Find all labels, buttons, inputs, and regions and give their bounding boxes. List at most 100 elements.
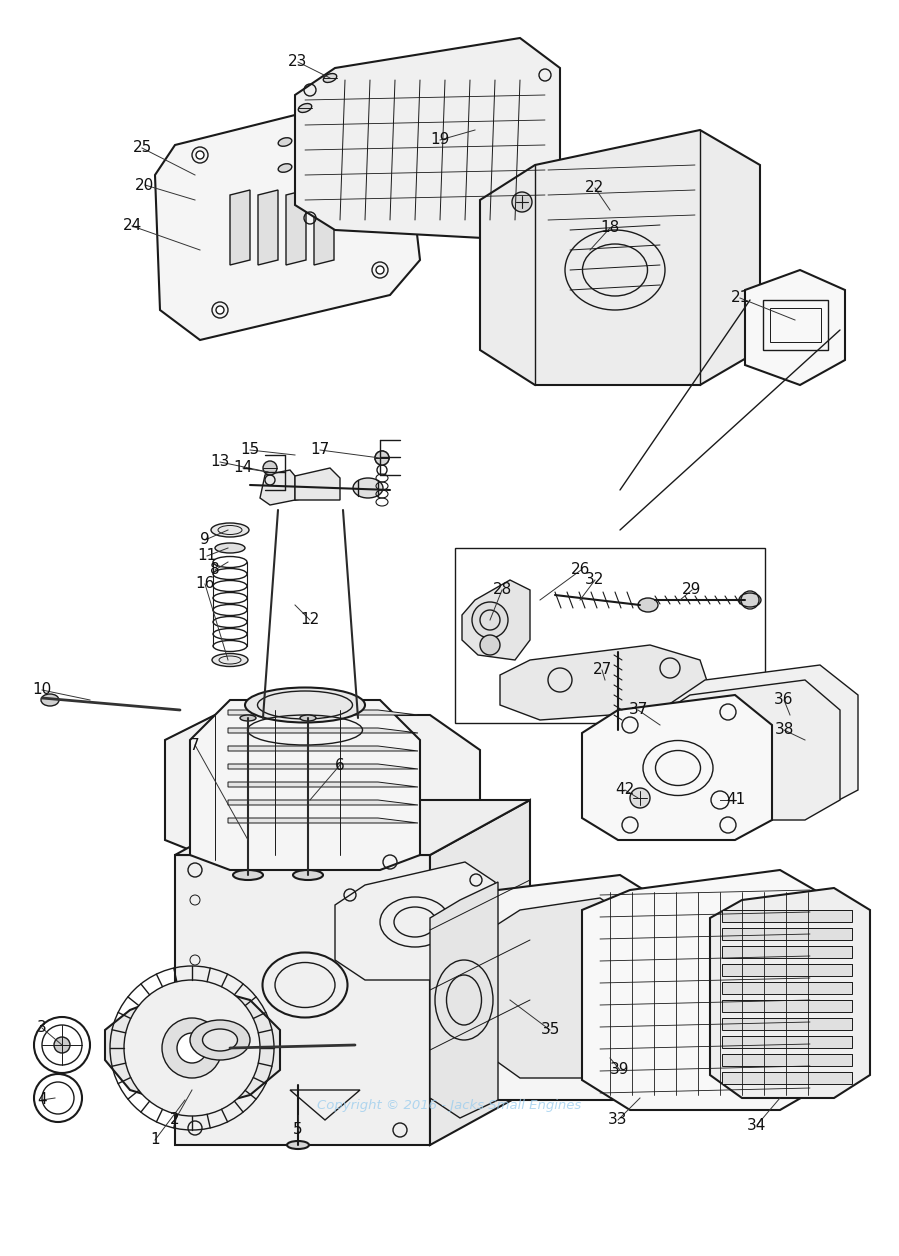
Polygon shape <box>165 715 480 860</box>
Polygon shape <box>155 100 420 340</box>
Text: 28: 28 <box>493 583 512 598</box>
Text: 41: 41 <box>726 793 745 808</box>
Ellipse shape <box>211 522 249 538</box>
Text: 13: 13 <box>210 455 229 470</box>
Bar <box>722 911 852 922</box>
Bar <box>455 548 765 723</box>
Polygon shape <box>462 580 530 659</box>
Polygon shape <box>335 862 495 980</box>
Text: 35: 35 <box>540 1022 560 1037</box>
Polygon shape <box>228 764 418 769</box>
Polygon shape <box>228 728 418 734</box>
Circle shape <box>472 602 508 638</box>
Bar <box>722 946 852 958</box>
Polygon shape <box>228 800 418 805</box>
Circle shape <box>230 755 240 765</box>
Text: 24: 24 <box>122 219 142 234</box>
Circle shape <box>290 484 300 494</box>
Text: 20: 20 <box>136 177 155 192</box>
Circle shape <box>263 461 277 475</box>
Text: 38: 38 <box>774 722 794 737</box>
Bar <box>722 965 852 976</box>
Text: 12: 12 <box>300 613 320 628</box>
Ellipse shape <box>293 870 323 880</box>
Text: 34: 34 <box>747 1118 767 1133</box>
Circle shape <box>376 266 384 274</box>
Text: 15: 15 <box>240 442 260 457</box>
Text: 17: 17 <box>310 442 330 457</box>
Ellipse shape <box>245 687 365 722</box>
Bar <box>722 982 852 993</box>
Text: 33: 33 <box>609 1113 628 1128</box>
Circle shape <box>196 151 204 160</box>
Ellipse shape <box>240 715 256 721</box>
Text: 23: 23 <box>289 54 307 69</box>
Polygon shape <box>260 470 295 505</box>
Polygon shape <box>582 870 832 1110</box>
Circle shape <box>630 788 650 808</box>
Circle shape <box>177 1032 207 1063</box>
Ellipse shape <box>233 870 263 880</box>
Text: 26: 26 <box>571 563 591 578</box>
Text: 19: 19 <box>431 132 450 147</box>
Bar <box>722 928 852 939</box>
Ellipse shape <box>215 543 245 553</box>
Ellipse shape <box>202 1029 237 1051</box>
Text: 14: 14 <box>234 461 253 476</box>
Bar <box>763 300 828 350</box>
Polygon shape <box>230 190 250 265</box>
Text: 32: 32 <box>585 573 605 588</box>
Circle shape <box>162 1019 222 1078</box>
Text: 5: 5 <box>293 1123 303 1138</box>
Text: 3: 3 <box>37 1020 47 1035</box>
Ellipse shape <box>353 479 383 497</box>
Circle shape <box>124 980 260 1117</box>
Bar <box>722 1036 852 1048</box>
Polygon shape <box>314 190 334 265</box>
Text: 4: 4 <box>37 1093 47 1108</box>
Bar <box>770 308 821 342</box>
Text: 42: 42 <box>616 782 635 798</box>
Circle shape <box>285 755 295 765</box>
Polygon shape <box>500 646 710 720</box>
Polygon shape <box>105 985 280 1110</box>
Text: 22: 22 <box>585 181 605 196</box>
Ellipse shape <box>190 1020 250 1060</box>
Ellipse shape <box>300 715 316 721</box>
Text: 6: 6 <box>335 757 345 772</box>
Circle shape <box>283 476 307 500</box>
Polygon shape <box>175 855 430 1145</box>
Polygon shape <box>175 800 530 855</box>
Circle shape <box>216 306 224 314</box>
Polygon shape <box>228 746 418 751</box>
Ellipse shape <box>287 1140 309 1149</box>
Ellipse shape <box>212 653 248 667</box>
Text: 11: 11 <box>198 549 217 564</box>
Text: 7: 7 <box>191 737 200 752</box>
Polygon shape <box>190 700 420 870</box>
Text: 2: 2 <box>170 1113 180 1128</box>
Polygon shape <box>430 800 530 1145</box>
Polygon shape <box>582 695 772 840</box>
Text: 9: 9 <box>200 533 209 548</box>
Ellipse shape <box>638 598 658 612</box>
Text: 29: 29 <box>682 583 702 598</box>
Text: 8: 8 <box>210 563 220 578</box>
Polygon shape <box>430 882 498 1118</box>
Polygon shape <box>480 131 760 386</box>
Ellipse shape <box>278 138 292 146</box>
Polygon shape <box>492 898 630 1078</box>
Ellipse shape <box>611 727 625 747</box>
Ellipse shape <box>739 593 761 607</box>
Text: 39: 39 <box>610 1063 630 1078</box>
Text: Copyright © 2016 - Jacks Small Engines: Copyright © 2016 - Jacks Small Engines <box>317 1099 582 1112</box>
Circle shape <box>512 192 532 212</box>
Polygon shape <box>228 782 418 788</box>
Circle shape <box>451 951 469 968</box>
Polygon shape <box>286 190 306 265</box>
Bar <box>722 1054 852 1066</box>
Text: 37: 37 <box>628 702 647 717</box>
Polygon shape <box>710 888 870 1098</box>
Ellipse shape <box>278 163 292 172</box>
Text: 18: 18 <box>601 221 619 236</box>
